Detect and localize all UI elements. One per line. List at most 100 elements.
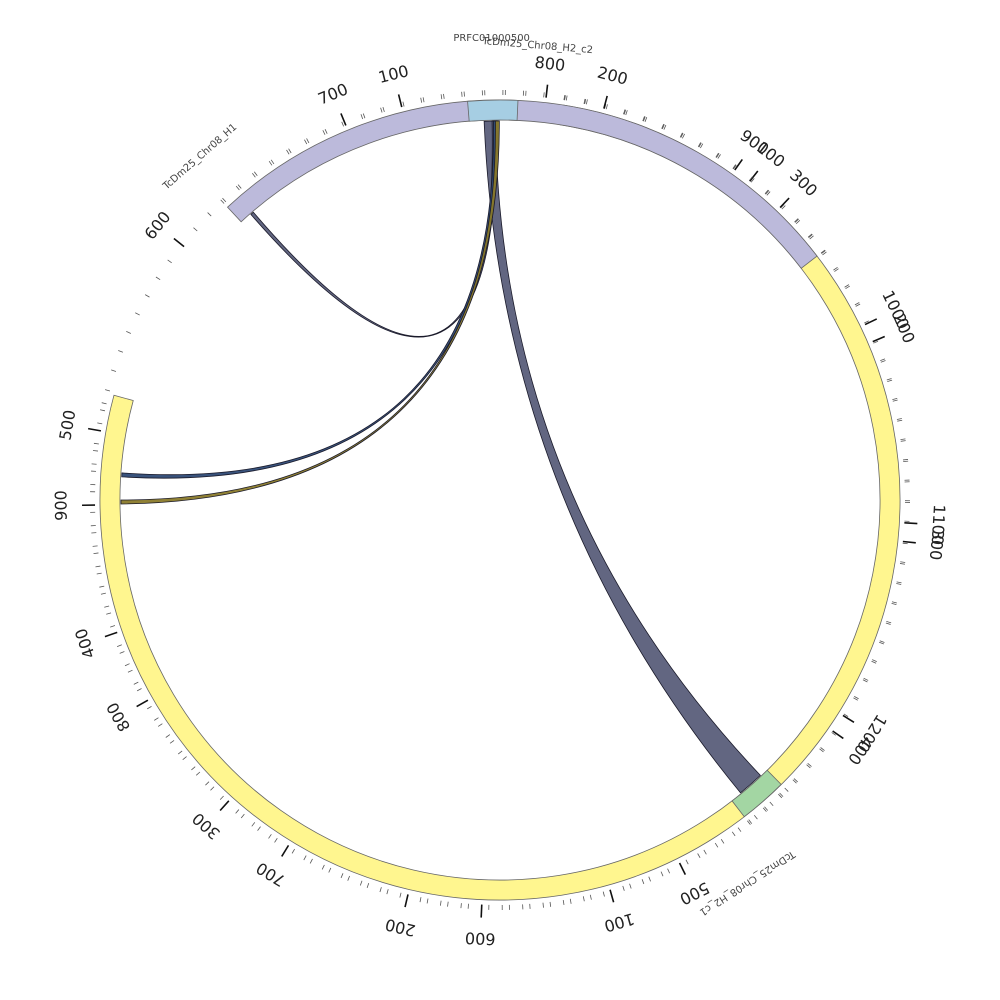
minor-tick [900,440,906,442]
major-tick [88,427,102,432]
minor-tick [784,787,789,792]
minor-tick [897,419,903,422]
minor-tick [288,148,292,154]
minor-tick [136,688,142,692]
minor-tick [97,422,103,425]
minor-tick [623,109,627,115]
minor-tick [127,669,133,673]
minor-tick [419,897,422,903]
major-tick [832,730,844,740]
minor-tick [793,778,798,783]
major-tick [281,844,290,857]
minor-tick [698,142,702,148]
tick-label-green: 500 [55,408,79,441]
minor-tick [96,572,102,575]
tick-label-green: 300 [188,809,223,844]
minor-tick [766,191,771,196]
minor-tick [623,109,626,115]
minor-tick [182,756,187,760]
minor-tick [873,340,879,344]
minor-tick [219,795,224,800]
minor-tick [781,205,786,210]
major-tick [734,158,743,171]
minor-tick [807,233,813,238]
minor-tick [195,771,201,776]
minor-tick [359,880,363,886]
minor-tick [900,561,906,563]
minor-tick [569,898,572,904]
major-tick [340,113,347,126]
minor-tick [340,873,344,879]
minor-tick [582,896,585,902]
segment-yellow [99,104,901,901]
minor-tick [605,104,608,110]
minor-tick [291,848,295,854]
minor-tick [309,858,313,864]
major-tick [749,170,759,182]
segment-name-green: TcDm25_Chr08_H1 [160,122,239,193]
minor-tick [104,605,110,608]
minor-tick [270,159,275,165]
minor-tick [443,93,445,99]
segment-green [731,769,782,818]
minor-tick [106,612,112,615]
major-tick [545,84,549,98]
minor-tick [778,793,783,799]
minor-tick [439,900,442,906]
major-tick [872,335,886,343]
minor-tick [880,358,886,361]
minor-tick [667,868,670,874]
minor-tick [118,350,124,353]
minor-tick [795,220,801,225]
minor-tick [808,234,813,239]
minor-tick [93,552,99,554]
minor-tick [807,763,812,767]
tick-label-yellow: 900 [51,490,70,521]
minor-tick [257,826,261,831]
major-tick [173,237,185,248]
minor-tick [629,883,632,889]
minor-tick [154,717,159,721]
minor-tick [855,303,861,307]
minor-tick [891,603,897,606]
minor-tick [253,171,258,177]
major-tick [104,631,118,638]
segment-name-blue: PRFC01000500 [453,33,530,44]
major-tick [842,714,855,723]
tick-label-green: 400 [71,626,99,661]
minor-tick [872,659,877,663]
major-tick [904,522,918,525]
minor-tick [716,153,720,158]
minor-tick [764,806,769,811]
minor-tick [422,97,425,103]
minor-tick [235,809,240,814]
minor-tick [769,801,774,807]
minor-tick [402,101,405,107]
minor-tick [844,284,850,288]
minor-tick [324,129,328,134]
minor-tick [543,92,545,98]
minor-tick [101,402,107,405]
minor-tick [341,121,345,127]
minor-tick [111,369,117,372]
minor-tick [648,876,651,882]
minor-tick [583,98,586,104]
minor-tick [896,581,902,584]
minor-tick [886,620,892,624]
minor-tick [820,747,825,751]
minor-tick [643,116,646,122]
major-tick [902,540,916,544]
minor-tick [853,697,858,701]
minor-tick [100,592,106,595]
minor-tick [119,651,125,654]
minor-tick [564,95,566,101]
minor-tick [747,820,751,825]
minor-tick [661,124,665,130]
minor-tick [93,442,99,445]
minor-tick [126,331,131,334]
minor-tick [268,160,273,166]
minor-tick [426,898,429,904]
minor-tick [565,95,568,101]
minor-tick [697,142,702,148]
minor-tick [116,644,122,647]
